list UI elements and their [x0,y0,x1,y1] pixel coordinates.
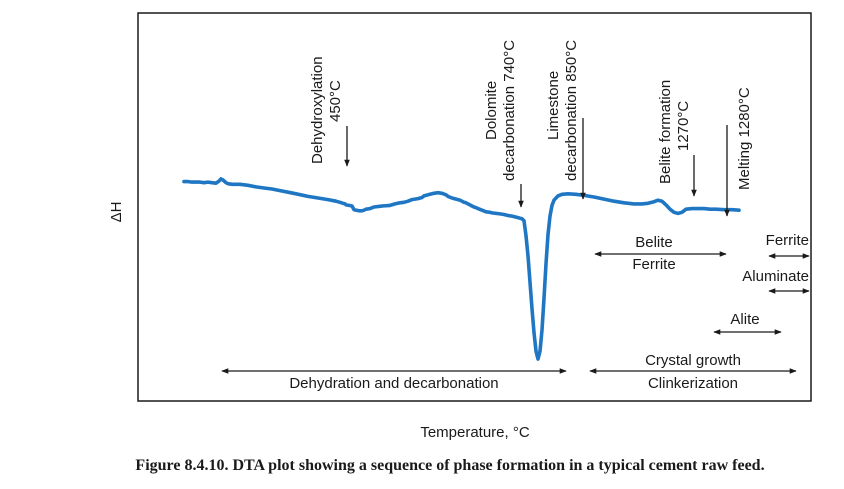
range-label-ferrite-right: Ferrite [766,232,809,249]
peak-label-melting: Melting 1280°C [736,87,753,190]
range-label-alite: Alite [730,311,759,328]
peak-label-belite-formation-line2: 1270°C [675,101,692,151]
range-label-ferrite-mid: Ferrite [632,256,675,273]
peak-label-dolomite-line2: decarbonation 740°C [501,40,518,181]
peak-label-belite-formation-line1: Belite formation [657,80,674,184]
y-axis-label: ΔH [108,202,125,223]
peak-label-dolomite-line1: Dolomite [483,81,500,140]
x-axis-label: Temperature, °C [420,424,530,441]
range-label-crystal-growth: Crystal growth [645,352,741,369]
range-label-belite: Belite [635,234,673,251]
dta-curve-line [182,177,741,361]
range-label-clinkerization: Clinkerization [648,375,738,392]
plot-frame [137,12,812,402]
peak-label-limestone-line2: decarbonation 850°C [563,40,580,181]
peak-label-limestone-line1: Limestone [545,71,562,140]
peak-label-dehydroxylation-line2: 450°C [327,80,344,122]
range-label-aluminate: Aluminate [742,268,809,285]
peak-label-dehydroxylation-line1: Dehydroxylation [309,56,326,164]
range-label-dehydration: Dehydration and decarbonation [289,375,498,392]
figure-caption: Figure 8.4.10. DTA plot showing a sequen… [135,457,764,474]
